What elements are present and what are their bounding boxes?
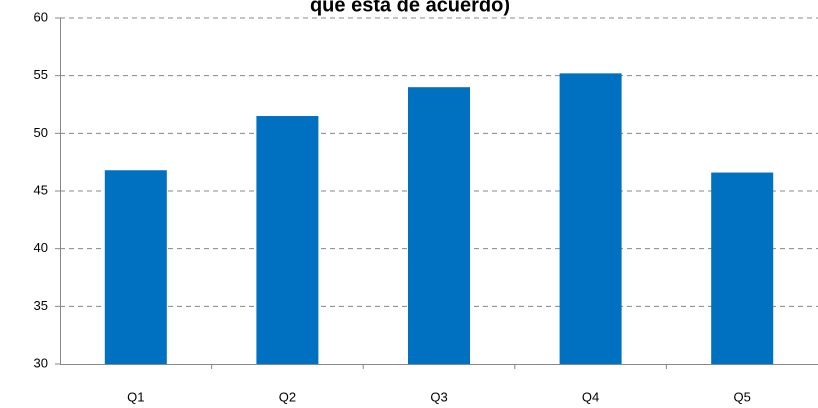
bar bbox=[559, 73, 622, 365]
bar bbox=[256, 116, 319, 365]
x-tick-label: Q3 bbox=[430, 389, 447, 404]
x-tick-label: Q2 bbox=[279, 389, 296, 404]
y-tick-label: 30 bbox=[34, 355, 48, 370]
y-tick-label: 60 bbox=[34, 9, 48, 24]
bar bbox=[408, 87, 470, 364]
x-tick-label: Q5 bbox=[734, 389, 751, 404]
y-tick-label: 45 bbox=[34, 182, 48, 197]
y-tick-label: 55 bbox=[34, 67, 48, 82]
y-tick-label: 40 bbox=[34, 240, 48, 255]
y-tick-label: 35 bbox=[34, 298, 48, 313]
chart-title: que está de acuerdo) bbox=[310, 0, 510, 16]
x-tick-label: Q4 bbox=[582, 389, 599, 404]
y-tick-label: 50 bbox=[34, 125, 48, 140]
bar bbox=[711, 172, 774, 364]
x-tick-label: Q1 bbox=[127, 389, 144, 404]
bar bbox=[104, 170, 167, 364]
